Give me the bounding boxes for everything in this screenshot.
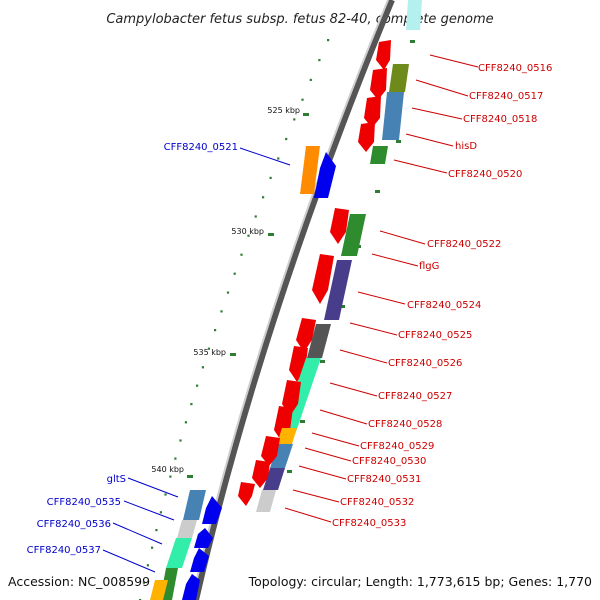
gene-label: CFF8240_0518 <box>463 114 537 125</box>
scale-dot <box>159 511 162 514</box>
scale-label: 530 kbp <box>231 227 264 236</box>
scale-dot <box>214 329 217 332</box>
feature-cff8240-0532 <box>256 490 276 512</box>
scale-mark-525: 525 kbp <box>267 106 309 116</box>
feature-cff8240-0537 <box>150 568 200 600</box>
gene-label: hisD <box>455 141 477 152</box>
feature-cff8240-0516 <box>376 40 391 70</box>
feature-cff8240-0522 <box>330 208 349 244</box>
scale-mark-540: 540 kbp <box>151 465 193 478</box>
scale-dot <box>233 272 236 275</box>
feature-glts <box>183 490 222 524</box>
feature-cff8240-0521 <box>300 146 336 198</box>
scale-dot <box>254 215 257 218</box>
feature-cff8240-0533 <box>238 482 255 506</box>
feature-flgg <box>341 214 366 256</box>
forward-gene-labels: CFF8240_0516 CFF8240_0517 CFF8240_0518 h… <box>332 63 552 529</box>
feature-cff8240-0531 <box>252 460 285 490</box>
scale-dot <box>240 253 243 256</box>
gene-label: CFF8240_0535 <box>47 497 121 508</box>
gene-label: CFF8240_0517 <box>469 91 543 102</box>
scale-dot <box>226 291 230 294</box>
feature-cff8240-0524 <box>312 254 352 320</box>
reverse-leader-lines <box>102 147 291 573</box>
gene-label: CFF8240_0537 <box>27 545 101 556</box>
feature-cff8240-0526 <box>289 324 331 382</box>
scale-mark-530: 530 kbp <box>231 227 274 236</box>
scale-mark-535: 535 kbp <box>193 348 236 357</box>
gene-label: CFF8240_0531 <box>347 474 421 485</box>
gene-label: CFF8240_0533 <box>332 518 406 529</box>
scale-label: 535 kbp <box>193 348 226 357</box>
gene-label: CFF8240_0527 <box>378 391 452 402</box>
feature-hisd <box>370 146 388 164</box>
scale-dot <box>190 403 193 406</box>
scale-dot <box>174 457 177 460</box>
gene-label: flgG <box>419 261 439 272</box>
forward-leader-lines <box>284 54 479 523</box>
scale-dot <box>247 234 250 237</box>
scale-dot <box>169 475 172 478</box>
scale-dot <box>142 581 145 584</box>
feature-cff8240-0529 <box>277 428 297 444</box>
scale-dot <box>146 564 149 567</box>
feature-cff8240-0530 <box>261 436 293 468</box>
genome-summary-text: Topology: circular; Length: 1,773,615 bp… <box>248 574 592 589</box>
feature-top-cyan <box>406 0 422 30</box>
scale-dot <box>327 39 330 42</box>
feature-cff8240-0528 <box>274 406 293 442</box>
scale-dots <box>139 39 330 600</box>
gene-label: CFF8240_0521 <box>164 142 238 153</box>
gene-label: CFF8240_0528 <box>368 419 442 430</box>
gene-label: CFF8240_0525 <box>398 330 472 341</box>
feature-cff8240-0535 <box>177 520 213 548</box>
gene-label: CFF8240_0522 <box>427 239 501 250</box>
scale-dot <box>301 98 304 101</box>
gene-label: CFF8240_0516 <box>478 63 552 74</box>
scale-dot <box>184 421 187 424</box>
gene-label: gltS <box>107 474 126 485</box>
scale-label: 540 kbp <box>151 465 184 474</box>
scale-dot <box>164 493 167 496</box>
scale-dot <box>277 157 280 160</box>
accession-text: Accession: NC_008599 <box>8 574 150 589</box>
feature-cff8240-0525 <box>296 318 316 352</box>
gene-label: CFF8240_0536 <box>37 519 111 530</box>
scale-dot <box>201 366 204 369</box>
scale-dot <box>269 176 272 179</box>
scale-dot <box>155 529 158 532</box>
feature-cff8240-0517 <box>370 64 409 100</box>
scale-dot <box>179 439 182 442</box>
gene-label: CFF8240_0530 <box>352 456 426 467</box>
scale-dot <box>207 347 210 350</box>
gene-label: CFF8240_0529 <box>360 441 434 452</box>
gene-label: CFF8240_0526 <box>388 358 462 369</box>
scale-dot <box>220 310 223 313</box>
reverse-gene-labels: CFF8240_0521 gltS CFF8240_0535 CFF8240_0… <box>27 142 238 556</box>
gene-label: CFF8240_0524 <box>407 300 481 311</box>
feature-cff8240-0536 <box>166 538 209 572</box>
gene-label: CFF8240_0520 <box>448 169 522 180</box>
scale-dot <box>318 59 321 62</box>
feature-cff8240-0518 <box>358 92 404 152</box>
scale-dot <box>262 196 265 199</box>
scale-dot <box>285 137 288 141</box>
scale-dot <box>196 384 199 387</box>
scale-label: 525 kbp <box>267 106 300 115</box>
map-title: Campylobacter fetus subsp. fetus 82-40, … <box>106 12 493 27</box>
scale-dot <box>309 78 312 81</box>
scale-dot <box>151 546 154 549</box>
scale-dot <box>293 118 296 121</box>
gene-label: CFF8240_0532 <box>340 497 414 508</box>
